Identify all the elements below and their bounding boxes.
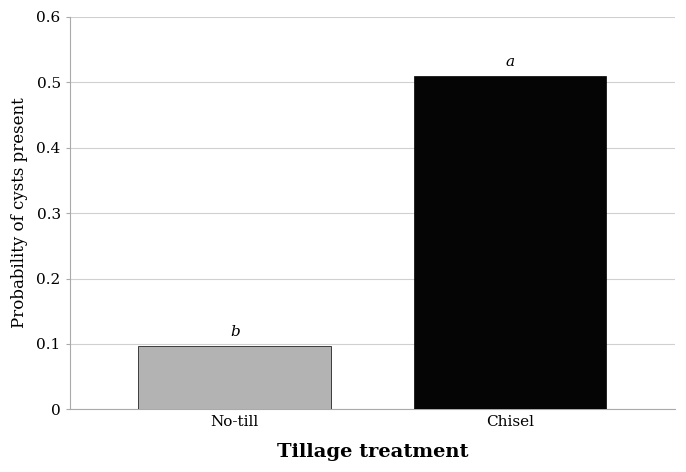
Y-axis label: Probability of cysts present: Probability of cysts present — [11, 98, 28, 329]
Bar — [414, 76, 606, 409]
Text: b: b — [230, 325, 239, 339]
X-axis label: Tillage treatment: Tillage treatment — [276, 443, 468, 461]
Text: a: a — [506, 55, 514, 69]
Bar — [139, 346, 331, 409]
